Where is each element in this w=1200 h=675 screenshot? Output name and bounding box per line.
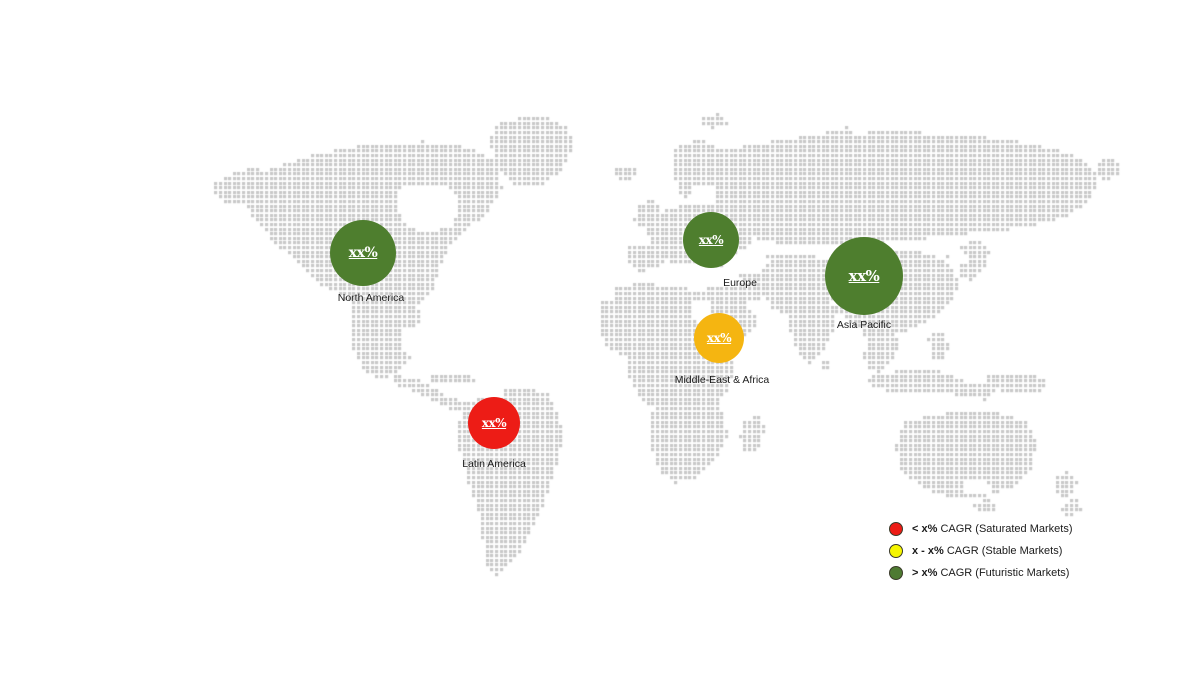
region-label-latin-america: Latin America <box>462 458 526 470</box>
legend-item-1[interactable]: x - x% CAGR (Stable Markets) <box>889 540 1073 562</box>
region-value-asia-pacific: xx% <box>848 266 880 285</box>
region-value-europe: xx% <box>698 233 724 247</box>
region-label-north-america: North America <box>337 292 405 304</box>
region-label-asia-pacific: Asia Pacific <box>836 319 892 331</box>
region-label-middle-east-africa: Middle-East & Africa <box>674 374 770 386</box>
legend-dot-icon-0 <box>889 522 903 536</box>
region-value-latin-america: xx% <box>481 416 507 430</box>
legend-item-2[interactable]: > x% CAGR (Futuristic Markets) <box>889 562 1073 584</box>
region-bubble-middle-east-africa[interactable]: xx% <box>694 313 744 363</box>
region-value-north-america: xx% <box>348 245 378 261</box>
legend-label-2: > x% CAGR (Futuristic Markets) <box>912 566 1070 579</box>
legend-range-1: x - x% <box>912 544 944 557</box>
region-bubble-north-america[interactable]: xx% <box>330 220 396 286</box>
legend-description-2: CAGR (Futuristic Markets) <box>940 566 1070 579</box>
legend-description-1: CAGR (Stable Markets) <box>946 544 1063 557</box>
region-value-middle-east-africa: xx% <box>706 331 732 345</box>
legend-description-0: CAGR (Saturated Markets) <box>940 522 1073 535</box>
legend-range-2: > x% <box>912 566 938 579</box>
legend-dot-icon-1 <box>889 544 903 558</box>
legend-range-0: < x% <box>912 522 938 535</box>
region-label-europe: Europe <box>723 277 757 289</box>
legend-dot-icon-2 <box>889 566 903 580</box>
region-bubble-latin-america[interactable]: xx% <box>468 397 520 449</box>
legend-item-0[interactable]: < x% CAGR (Saturated Markets) <box>889 518 1073 540</box>
region-bubble-europe[interactable]: xx% <box>683 212 739 268</box>
region-bubble-asia-pacific[interactable]: xx% <box>825 237 903 315</box>
legend-label-0: < x% CAGR (Saturated Markets) <box>912 522 1073 535</box>
cagr-legend: < x% CAGR (Saturated Markets) x - x% CAGR… <box>889 518 1073 584</box>
legend-label-1: x - x% CAGR (Stable Markets) <box>912 544 1063 557</box>
